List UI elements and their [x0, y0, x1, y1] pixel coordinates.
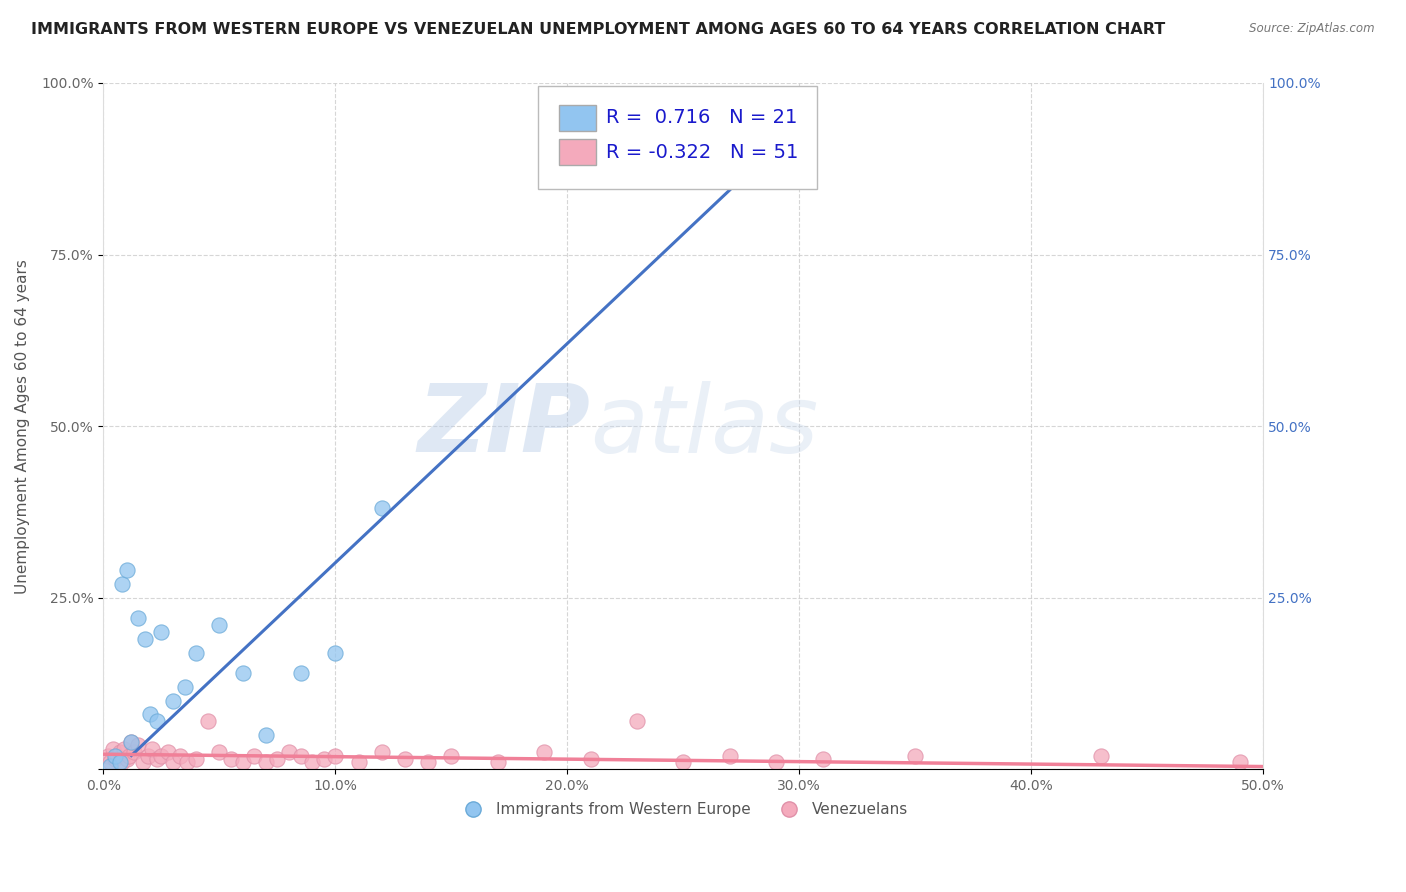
Point — [1090, 748, 1112, 763]
Point — [176, 756, 198, 770]
Text: R = -0.322   N = 51: R = -0.322 N = 51 — [606, 143, 799, 161]
Point — [579, 752, 602, 766]
Point — [105, 748, 128, 763]
Point — [186, 752, 208, 766]
Point — [122, 745, 145, 759]
Point — [243, 748, 266, 763]
Point — [146, 714, 169, 729]
Point — [120, 735, 142, 749]
Point — [139, 707, 162, 722]
Point — [219, 752, 242, 766]
Point — [197, 714, 219, 729]
Point — [278, 745, 301, 759]
Point — [136, 748, 159, 763]
Point — [115, 752, 138, 766]
Point — [100, 759, 122, 773]
Point — [301, 756, 323, 770]
Point — [118, 748, 141, 763]
Point — [347, 756, 370, 770]
Point — [146, 752, 169, 766]
Point — [111, 577, 134, 591]
Point — [325, 748, 347, 763]
Point — [254, 728, 277, 742]
Text: ZIP: ZIP — [418, 380, 591, 472]
Point — [162, 694, 184, 708]
Point — [127, 611, 149, 625]
Point — [718, 96, 741, 111]
Point — [371, 501, 394, 516]
Point — [150, 625, 173, 640]
Point — [765, 756, 787, 770]
Point — [486, 756, 509, 770]
Point — [104, 752, 127, 766]
Legend: Immigrants from Western Europe, Venezuelans: Immigrants from Western Europe, Venezuel… — [453, 797, 914, 823]
Point — [672, 756, 695, 770]
Point — [811, 752, 834, 766]
Point — [208, 618, 231, 632]
FancyBboxPatch shape — [538, 87, 817, 189]
Point — [132, 756, 155, 770]
Point — [97, 748, 120, 763]
FancyBboxPatch shape — [560, 105, 596, 131]
Point — [101, 741, 124, 756]
Point — [232, 756, 254, 770]
Point — [141, 741, 163, 756]
Point — [108, 756, 131, 770]
Point — [115, 563, 138, 577]
Point — [418, 756, 440, 770]
Point — [186, 646, 208, 660]
Text: Source: ZipAtlas.com: Source: ZipAtlas.com — [1250, 22, 1375, 36]
Point — [533, 745, 555, 759]
Point — [290, 748, 312, 763]
Point — [325, 646, 347, 660]
Point — [904, 748, 927, 763]
Point — [120, 735, 142, 749]
Text: IMMIGRANTS FROM WESTERN EUROPE VS VENEZUELAN UNEMPLOYMENT AMONG AGES 60 TO 64 YE: IMMIGRANTS FROM WESTERN EUROPE VS VENEZU… — [31, 22, 1166, 37]
Point — [112, 741, 135, 756]
FancyBboxPatch shape — [560, 139, 596, 165]
Point — [111, 756, 134, 770]
Point — [108, 745, 131, 759]
Point — [127, 739, 149, 753]
Text: R =  0.716   N = 21: R = 0.716 N = 21 — [606, 109, 797, 128]
Point — [208, 745, 231, 759]
Point — [162, 756, 184, 770]
Point — [173, 680, 195, 694]
Point — [718, 748, 741, 763]
Point — [266, 752, 288, 766]
Point — [157, 745, 180, 759]
Point — [626, 714, 648, 729]
Point — [100, 756, 122, 770]
Point — [232, 666, 254, 681]
Point — [104, 748, 127, 763]
Y-axis label: Unemployment Among Ages 60 to 64 years: Unemployment Among Ages 60 to 64 years — [15, 259, 30, 593]
Point — [312, 752, 335, 766]
Point — [440, 748, 463, 763]
Point — [290, 666, 312, 681]
Point — [371, 745, 394, 759]
Point — [169, 748, 191, 763]
Text: atlas: atlas — [591, 381, 818, 472]
Point — [150, 748, 173, 763]
Point — [254, 756, 277, 770]
Point — [394, 752, 416, 766]
Point — [1229, 756, 1251, 770]
Point — [134, 632, 156, 646]
